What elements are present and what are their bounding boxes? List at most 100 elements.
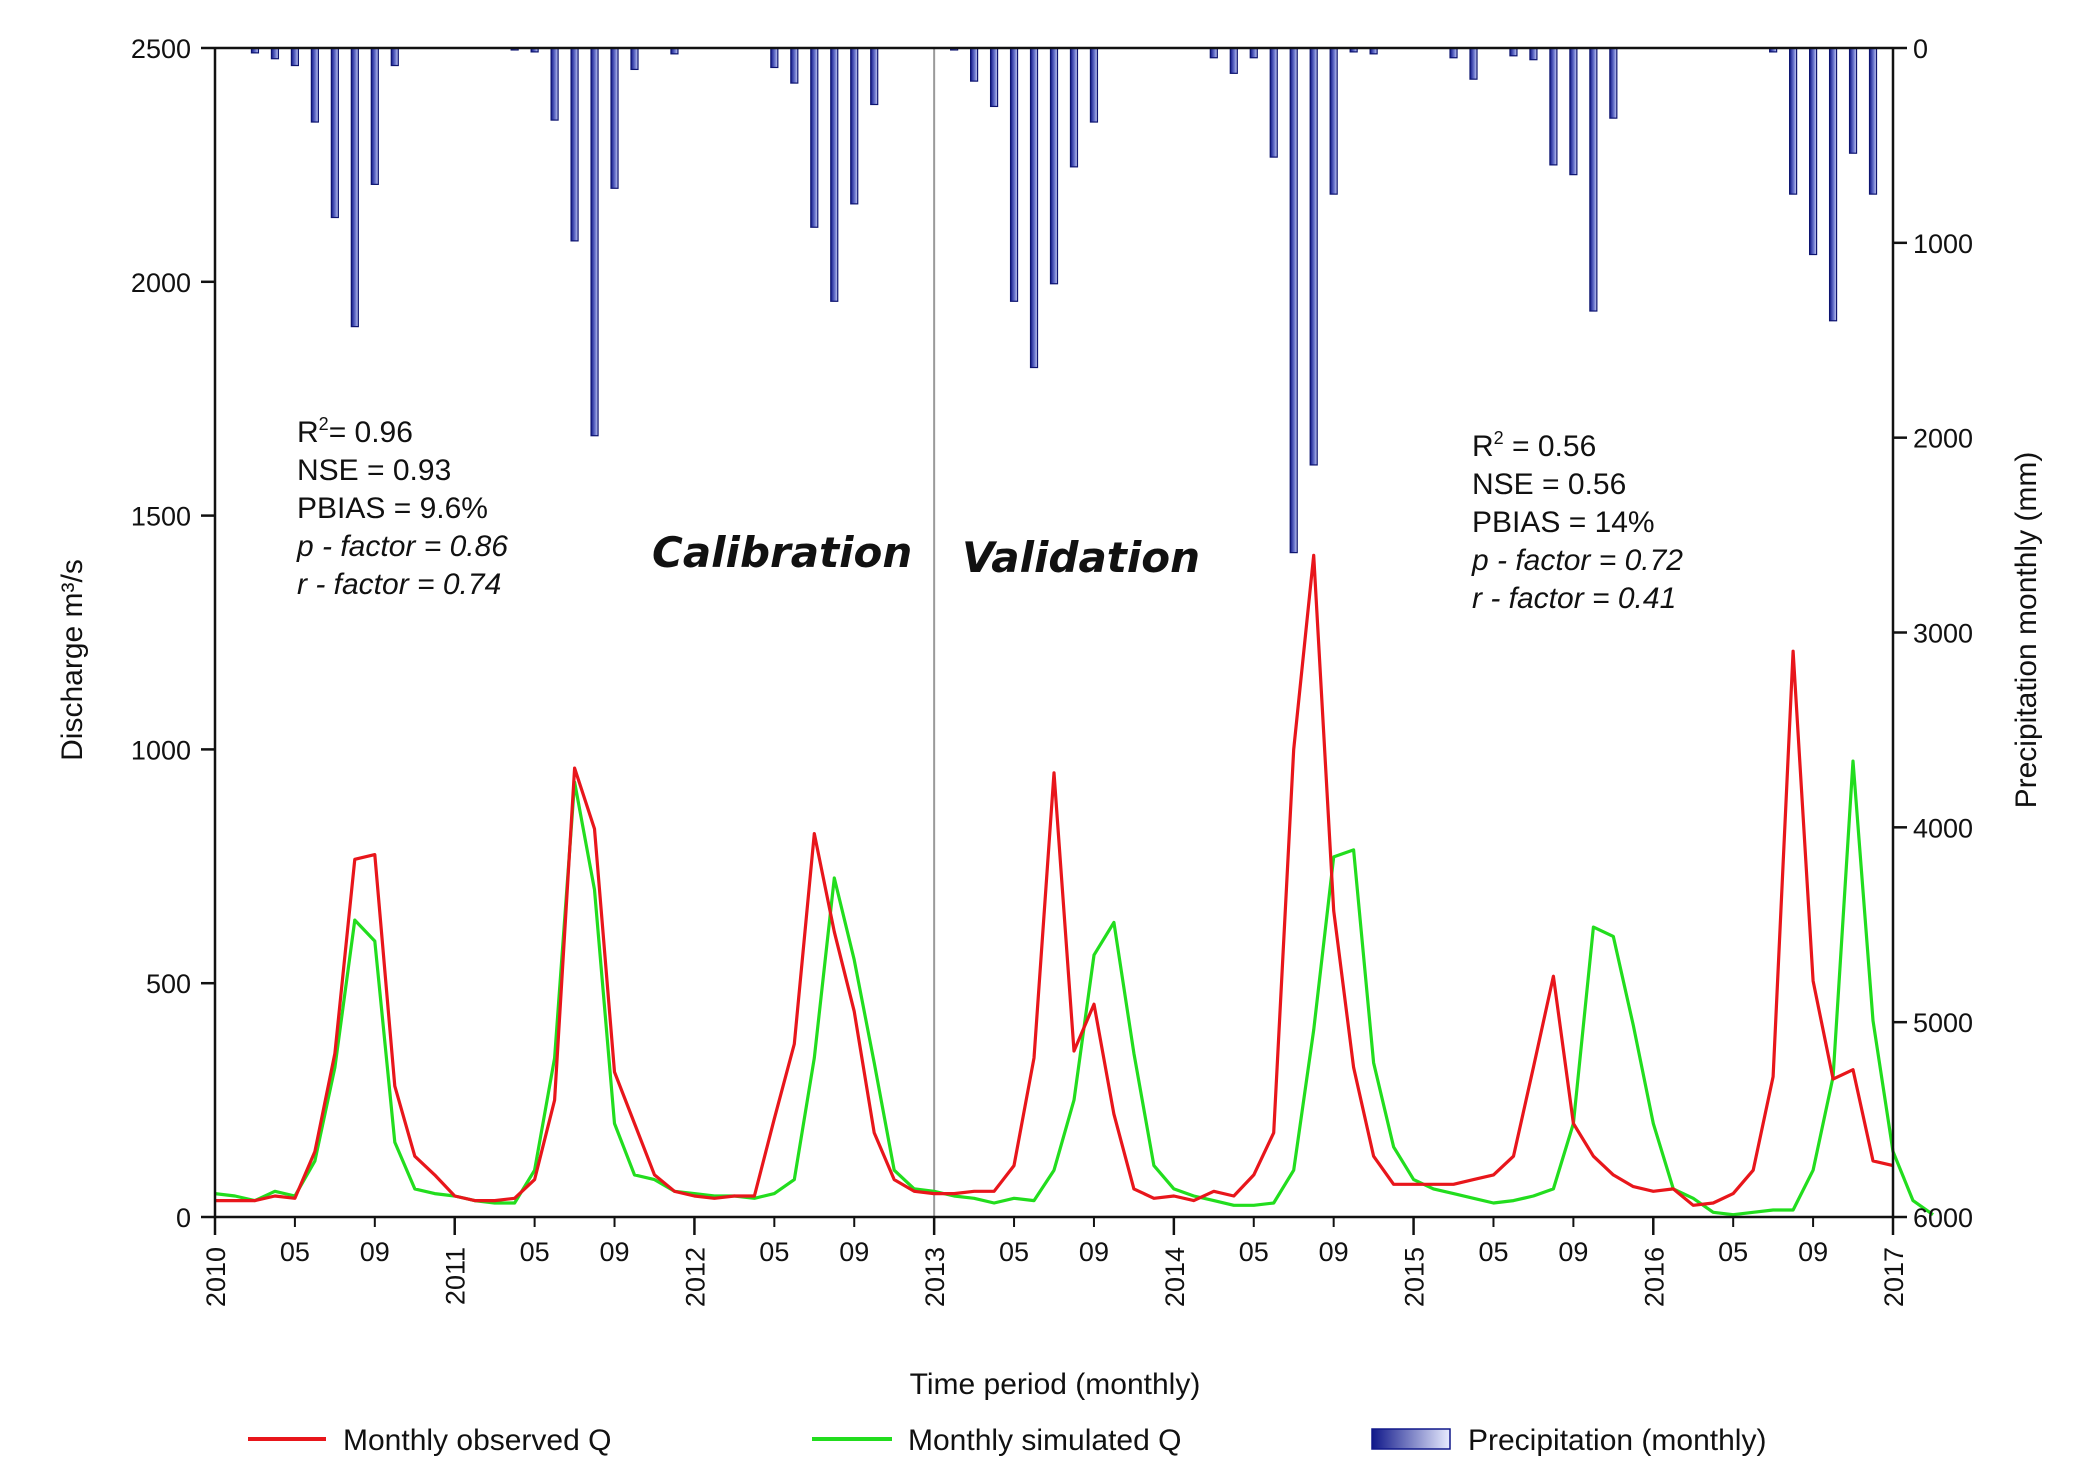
precipitation-bar: [570, 47, 579, 242]
validation-r2: R2 = 0.56: [1472, 428, 1596, 463]
validation-r2-base: R: [1472, 430, 1494, 463]
precipitation-bar: [1269, 47, 1278, 158]
precipitation-bar: [1569, 47, 1578, 176]
precipitation-bar: [1289, 47, 1298, 554]
series-lines: [214, 553, 1934, 1217]
precipitation-bar: [1868, 47, 1878, 195]
x-year-tick-label: 2013: [920, 1247, 950, 1307]
x-ticks: 2010 2011 2012 2013 2014 2015 2016 2017 05 09 05 09…: [201, 1217, 1909, 1307]
precipitation-bar: [1049, 47, 1059, 285]
precipitation-bar: [989, 47, 999, 108]
calibration-label: Calibration: [652, 528, 912, 577]
precipitation-bar: [790, 47, 799, 84]
x-month-tick-label: 09: [839, 1237, 869, 1267]
legend-observed-label: Monthly observed Q: [343, 1424, 611, 1457]
x-year-tick-label: 2015: [1400, 1247, 1430, 1307]
x-month-tick-label: 05: [759, 1237, 789, 1267]
x-month-tick-label: 09: [360, 1237, 390, 1267]
precipitation-bar: [330, 47, 339, 219]
validation-pbias: PBIAS = 14%: [1472, 506, 1655, 539]
right-tick-label: 2000: [1913, 424, 1973, 454]
calibration-pfactor: p - factor = 0.86: [296, 530, 508, 563]
precipitation-bar: [1229, 47, 1238, 74]
calibration-rfactor: r - factor = 0.74: [297, 568, 501, 601]
precipitation-bar: [1029, 47, 1039, 369]
x-year-tick-label: 2012: [680, 1247, 710, 1307]
precipitation-bar: [850, 47, 859, 205]
precipitation-bar: [1249, 47, 1258, 59]
precipitation-bar: [270, 47, 280, 60]
calibration-stats: R2= 0.96 NSE = 0.93 PBIAS = 9.6% p - fac…: [296, 414, 508, 601]
precipitation-bar: [630, 47, 639, 71]
precipitation-bar: [1069, 47, 1079, 168]
calibration-nse: NSE = 0.93: [297, 454, 451, 487]
precipitation-bar: [1309, 47, 1318, 466]
x-month-tick-label: 09: [1798, 1237, 1828, 1267]
precipitation-bar: [550, 47, 559, 121]
precipitation-bar: [1469, 47, 1478, 80]
x-year-tick-label: 2014: [1160, 1247, 1190, 1307]
precipitation-bar: [810, 47, 819, 228]
x-month-tick-label: 05: [280, 1237, 310, 1267]
left-tick-label: 500: [146, 969, 191, 999]
x-month-tick-label: 09: [1558, 1237, 1588, 1267]
legend-precipitation-label: Precipitation (monthly): [1468, 1424, 1766, 1457]
precipitation-bar: [370, 47, 379, 185]
legend: Monthly observed Q Monthly simulated Q P…: [248, 1424, 1766, 1457]
left-ticks: 0 500 1000 1500 2000 2500: [131, 34, 215, 1233]
x-axis-title: Time period (monthly): [910, 1368, 1201, 1401]
right-tick-label: 1000: [1913, 229, 1973, 259]
validation-r2-value: = 0.56: [1504, 430, 1597, 463]
legend-precipitation-swatch: [1371, 1428, 1451, 1450]
precipitation-bar: [770, 47, 779, 69]
x-year-tick-label: 2010: [201, 1247, 231, 1307]
x-year-tick-label: 2011: [441, 1247, 471, 1305]
precipitation-bar: [1609, 47, 1618, 119]
x-month-tick-label: 09: [600, 1237, 630, 1267]
validation-pfactor: p - factor = 0.72: [1471, 544, 1683, 577]
left-tick-label: 0: [176, 1203, 191, 1233]
x-year-tick-label: 2017: [1879, 1247, 1909, 1307]
simulated-q-line: [214, 759, 1934, 1217]
x-month-tick-label: 05: [1239, 1237, 1269, 1267]
calibration-r2: R2= 0.96: [297, 414, 413, 449]
right-tick-label: 4000: [1913, 813, 1973, 843]
validation-label: Validation: [962, 533, 1200, 582]
validation-r2-sup: 2: [1494, 428, 1504, 448]
precipitation-bar: [1848, 47, 1858, 154]
left-tick-label: 2000: [131, 268, 191, 298]
precipitation-bar: [1529, 47, 1538, 61]
precipitation-bars: [250, 47, 1878, 554]
calibration-r2-base: R: [297, 416, 319, 449]
x-month-tick-label: 09: [1319, 1237, 1349, 1267]
right-tick-label: 0: [1913, 34, 1928, 64]
right-tick-label: 6000: [1913, 1203, 1973, 1233]
x-month-tick-label: 05: [1478, 1237, 1508, 1267]
precipitation-bar: [350, 47, 359, 328]
validation-rfactor: r - factor = 0.41: [1472, 582, 1676, 615]
precipitation-bar: [1589, 47, 1598, 312]
precipitation-bar: [969, 47, 979, 82]
precipitation-bar: [1549, 47, 1558, 166]
precipitation-bar: [1808, 47, 1818, 256]
precipitation-bar: [610, 47, 619, 189]
calibration-r2-value: = 0.96: [329, 416, 413, 449]
precipitation-bar: [390, 47, 399, 67]
precipitation-bar: [1828, 47, 1838, 322]
precipitation-bar: [290, 47, 300, 67]
precipitation-bar: [1009, 47, 1019, 302]
left-tick-label: 1000: [131, 735, 191, 765]
left-tick-label: 2500: [131, 34, 191, 64]
precipitation-bar: [1449, 47, 1458, 59]
calibration-r2-sup: 2: [319, 414, 329, 434]
x-month-tick-label: 05: [520, 1237, 550, 1267]
right-tick-label: 3000: [1913, 619, 1973, 649]
validation-nse: NSE = 0.56: [1472, 468, 1626, 501]
x-month-tick-label: 05: [999, 1237, 1029, 1267]
precipitation-bar: [830, 47, 839, 302]
x-year-tick-label: 2016: [1639, 1247, 1669, 1307]
right-tick-label: 5000: [1913, 1008, 1973, 1038]
y-axis-title: Discharge m³/s: [56, 559, 89, 761]
calibration-pbias: PBIAS = 9.6%: [297, 492, 488, 525]
